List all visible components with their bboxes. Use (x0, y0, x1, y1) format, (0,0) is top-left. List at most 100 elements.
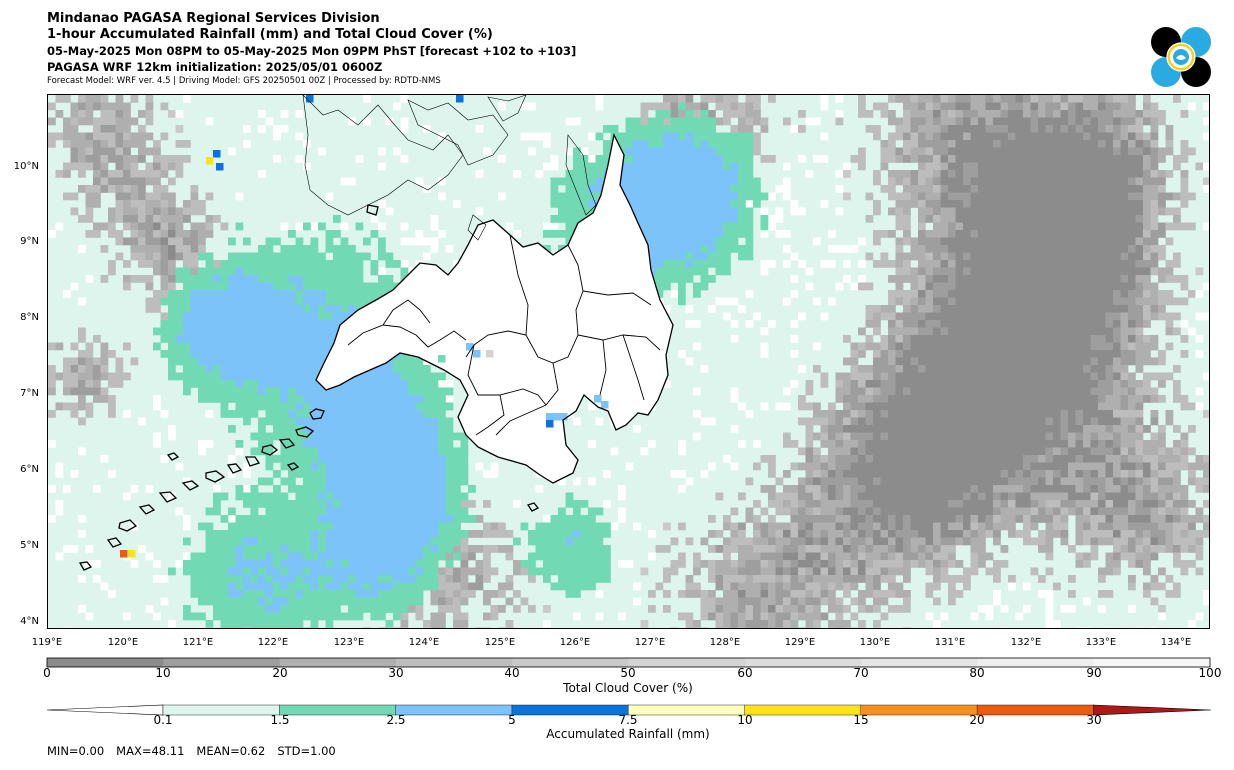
cloud-cell (70, 365, 79, 373)
clear-cell (228, 147, 236, 156)
rain-cell (685, 155, 694, 163)
cloud-cell (1113, 335, 1121, 343)
cloud-cell (963, 110, 971, 118)
cloud-cell (85, 185, 94, 193)
cloud-cell (850, 350, 859, 358)
cloud-cell (910, 282, 919, 291)
cloud-cell (873, 200, 881, 208)
rain-cell (723, 215, 731, 223)
cloud-cell (828, 567, 836, 576)
cloud-cell (1075, 417, 1084, 426)
clear-cell (228, 515, 236, 523)
rain-cell (558, 177, 566, 186)
cloud-cell (918, 560, 926, 568)
cloud-cell (948, 200, 956, 208)
cloud-cell (123, 170, 131, 178)
cloud-cell (168, 200, 176, 208)
cloud-cell (1120, 282, 1129, 291)
cloud-cell (1173, 537, 1181, 546)
cloud-cell (115, 207, 124, 216)
cloud-cell (1098, 102, 1106, 111)
cloud-cell (798, 417, 806, 426)
cloud-cell (873, 575, 881, 583)
clear-cell (843, 260, 851, 268)
cloud-cell (723, 545, 731, 553)
cloud-cell (1060, 245, 1069, 253)
cloud-cell (730, 95, 739, 103)
cloud-cell (955, 230, 964, 238)
cloud-cell (873, 372, 881, 381)
cloud-cell (970, 162, 979, 171)
cloud-cell (1113, 185, 1121, 193)
clear-cell (70, 282, 79, 291)
cloud-cell (978, 515, 986, 523)
cloud-cell (1068, 185, 1076, 193)
cloud-cell (865, 282, 874, 291)
cloud-cell (715, 95, 724, 103)
cloud-cell (1053, 177, 1061, 186)
cloud-cell (1150, 185, 1159, 193)
cloud-cell (1075, 350, 1084, 358)
clear-cell (243, 462, 251, 471)
cloud-cell (85, 350, 94, 358)
cloud-cell (865, 522, 874, 531)
cloud-cell (1128, 425, 1136, 433)
cloud-cell (880, 365, 889, 373)
rain-cell (715, 170, 724, 178)
cloud-cell (93, 117, 101, 126)
cloud-cell (1008, 387, 1016, 396)
cloud-cell (1143, 500, 1151, 508)
cloud-cell (475, 582, 484, 591)
cloud-cell (948, 267, 956, 276)
cloud-cell (993, 530, 1001, 538)
clear-cell (153, 560, 161, 568)
cloud-cell (970, 530, 979, 538)
cloud-cell (1008, 320, 1016, 328)
cloud-cell (1068, 410, 1076, 418)
clear-cell (813, 155, 821, 163)
cloud-cell (865, 320, 874, 328)
cloud-cell (1180, 140, 1189, 148)
cloud-cell (85, 387, 94, 396)
cloud-cell (1000, 500, 1009, 508)
rain-cell (708, 162, 716, 171)
cloud-cell (933, 432, 941, 441)
cloud-cell (1098, 395, 1106, 403)
rain-cell (708, 125, 716, 133)
cloud-cell (925, 492, 934, 501)
cloud-cell (1128, 132, 1136, 141)
cloud-cell (1015, 470, 1024, 478)
clear-cell (138, 545, 146, 553)
cloud-cell (153, 200, 161, 208)
cloud-cell (1113, 252, 1121, 261)
cloud-cell (1173, 545, 1181, 553)
cloud-cell (948, 230, 956, 238)
cloud-cell (168, 267, 176, 276)
cloud-cell (1015, 215, 1024, 223)
cloud-cell (1098, 110, 1106, 118)
cloud-cell (438, 627, 446, 628)
cloud-cell (933, 477, 941, 486)
cloud-cell (925, 582, 934, 591)
cloud-cell (1075, 402, 1084, 411)
cloud-cell (1128, 582, 1136, 591)
cloud-cell (190, 185, 199, 193)
cloud-cell (1068, 402, 1076, 411)
cloud-cell (918, 380, 926, 388)
cloud-cell (1038, 545, 1046, 553)
cloud-cell (1038, 372, 1046, 381)
rain-cell (700, 155, 709, 163)
cloud-cell (955, 470, 964, 478)
clear-cell (738, 440, 746, 448)
cloud-cell (843, 357, 851, 366)
cloud-cell (160, 282, 169, 291)
cloud-cell (123, 282, 131, 291)
cloud-cell (1135, 357, 1144, 366)
rain-cell (280, 252, 289, 261)
cloud-cell (160, 102, 169, 111)
cloud-cell (978, 305, 986, 313)
cloud-cell (145, 200, 154, 208)
clear-cell (543, 515, 551, 523)
cloud-cell (918, 162, 926, 171)
cloud-cell (940, 395, 949, 403)
